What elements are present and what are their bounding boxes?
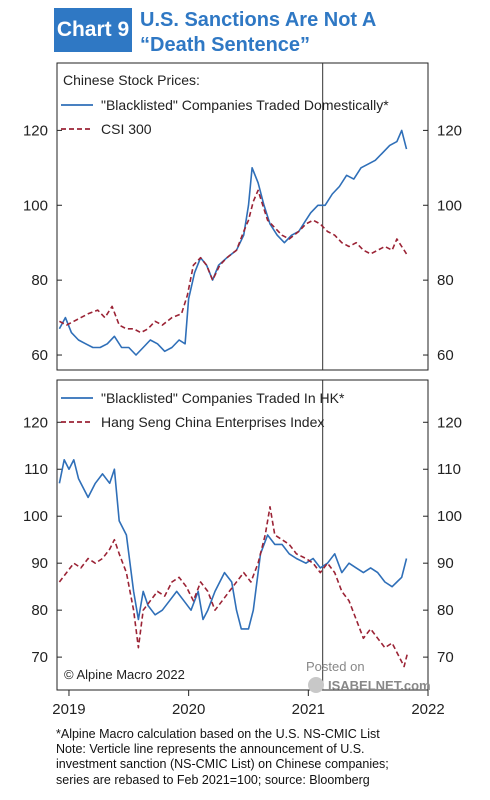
x-tick-label: 2022 [411,701,444,718]
footnote-line-3: investment sanction (NS-CMIC List) on Ch… [56,757,389,772]
chart-number-badge: Chart 9 [54,8,132,52]
y-tick-label-right: 110 [437,461,461,478]
y-tick-label-left: 100 [23,197,48,214]
bottom-panel-hk: 70 70 80 80 90 90 100 100 110 110 120 120 "Blacklist… [23,379,462,718]
y-tick-label-left: 60 [31,347,48,364]
y-tick-label-left: 80 [31,272,48,289]
x-tick-label: 2021 [292,701,325,718]
y-tick-label-left: 120 [23,122,48,139]
x-tick-label: 2020 [172,701,205,718]
footnote-line-4: series are rebased to Feb 2021=100; sour… [56,772,370,787]
y-tick-label-right: 120 [437,122,462,139]
top-panel-domestic: 60 60 80 80 100 100 120 120 Chinese Stock Prices… [23,62,462,371]
blacklisted-companies-line [58,129,408,356]
legend-label: "Blacklisted" Companies Traded In HK* [101,390,345,406]
y-tick-label-left: 100 [23,508,48,525]
watermark-logo-icon [308,677,324,693]
watermark-posted-on: Posted on [306,659,365,674]
y-tick-label-right: 100 [437,508,462,525]
panel-title: Chinese Stock Prices: [63,72,200,88]
legend-label: Hang Seng China Enterprises Index [101,414,324,430]
copyright-text: © Alpine Macro 2022 [64,667,185,682]
plot-frame [56,379,429,691]
benchmark-index-line [58,506,409,668]
chart-canvas: 60 60 80 80 100 100 120 120 Chinese Stock Prices… [23,62,462,718]
plot-frame [56,62,429,371]
headline-line-1: U.S. Sanctions Are Not A [140,9,377,31]
footnote: *Alpine Macro calculation based on the U… [56,727,486,788]
footnote-line-1: *Alpine Macro calculation based on the U… [56,727,380,741]
watermark-site-name: ISABELNET.com [328,678,431,693]
legend-label: CSI 300 [101,121,152,137]
y-tick-label-left: 80 [31,602,48,619]
legend-label: "Blacklisted" Companies Traded Domestica… [101,97,389,113]
x-tick-label: 2019 [52,701,85,718]
headline-line-2: “Death Sentence” [140,34,311,56]
y-tick-label-left: 110 [24,461,48,478]
y-tick-label-right: 100 [437,197,462,214]
y-tick-label-right: 80 [437,272,454,289]
y-tick-label-left: 70 [31,649,48,666]
chart-headline: U.S. Sanctions Are Not A “Death Sentence… [140,8,460,58]
y-tick-label-right: 60 [437,347,454,364]
y-tick-label-left: 120 [23,414,48,431]
y-tick-label-right: 90 [437,555,454,572]
y-tick-label-right: 120 [437,414,462,431]
y-tick-label-left: 90 [31,555,48,572]
y-tick-label-right: 80 [437,602,454,619]
footnote-line-2: Note: Verticle line represents the annou… [56,742,365,757]
benchmark-index-line [59,189,408,334]
y-tick-label-right: 70 [437,649,454,666]
blacklisted-companies-line [58,459,408,630]
